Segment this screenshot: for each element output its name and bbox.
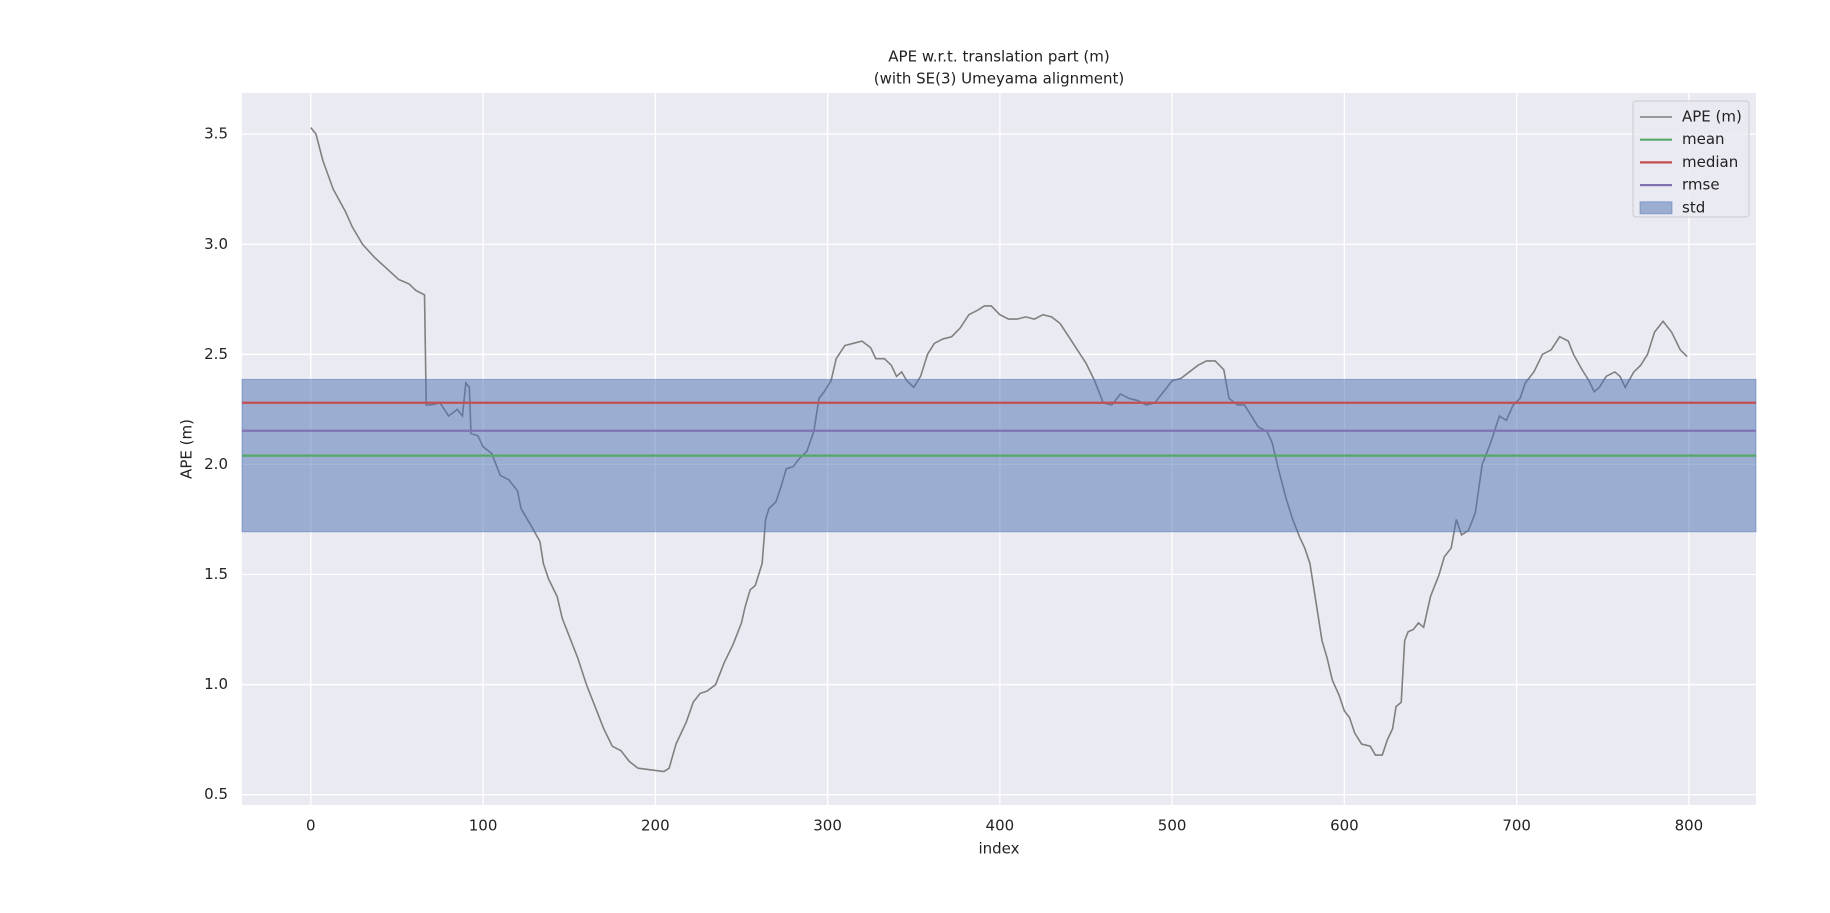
- y-tick-label: 2.0: [204, 455, 228, 473]
- legend-label: mean: [1682, 130, 1725, 148]
- x-tick-label: 0: [306, 817, 316, 835]
- chart-title: APE w.r.t. translation part (m): [888, 48, 1109, 66]
- y-tick-label: 0.5: [204, 785, 228, 803]
- x-tick-label: 400: [986, 817, 1015, 835]
- x-axis-label: index: [978, 840, 1019, 858]
- x-tick-label: 600: [1330, 817, 1359, 835]
- legend-swatch: [1639, 201, 1673, 215]
- x-tick-label: 200: [641, 817, 670, 835]
- y-tick-label: 1.0: [204, 675, 228, 693]
- x-tick-label: 300: [813, 817, 842, 835]
- legend-label: median: [1682, 153, 1738, 171]
- legend-label: APE (m): [1682, 108, 1742, 126]
- y-axis-label: APE (m): [178, 419, 196, 479]
- y-tick-label: 3.5: [204, 125, 228, 143]
- chart-subtitle: (with SE(3) Umeyama alignment): [874, 70, 1125, 88]
- legend-label: std: [1682, 198, 1705, 216]
- x-tick-label: 700: [1502, 817, 1531, 835]
- y-tick-label: 3.0: [204, 235, 228, 253]
- legend-label: rmse: [1682, 176, 1720, 194]
- x-tick-label: 800: [1675, 817, 1704, 835]
- legend-box: [1632, 100, 1750, 218]
- x-tick-label: 100: [469, 817, 498, 835]
- y-tick-label: 1.5: [204, 565, 228, 583]
- x-tick-label: 500: [1158, 817, 1187, 835]
- y-tick-label: 2.5: [204, 345, 228, 363]
